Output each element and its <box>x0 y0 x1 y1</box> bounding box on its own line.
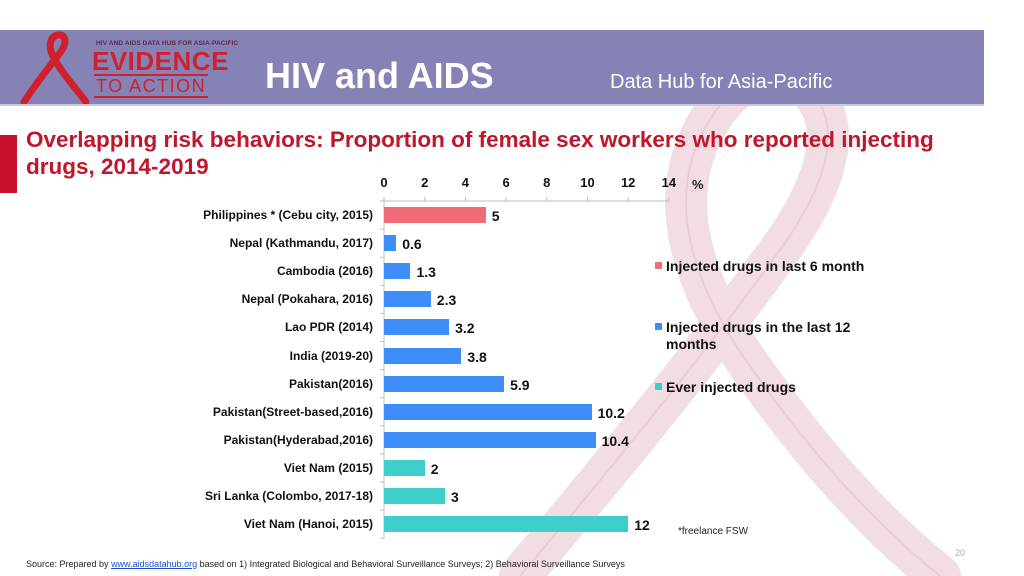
x-tick-label: 6 <box>502 175 510 190</box>
legend-item: Ever injected drugs <box>655 379 896 396</box>
evidence-to-action-logo: HIV AND AIDS DATA HUB FOR ASIA-PACIFIC E… <box>18 30 242 104</box>
bar-value-label: 0.6 <box>402 236 422 253</box>
chart-title: Overlapping risk behaviors: Proportion o… <box>26 127 934 179</box>
bar <box>384 207 486 224</box>
bar-value-label: 12 <box>634 517 650 534</box>
category-label: Viet Nam (Hanoi, 2015) <box>243 517 373 532</box>
red-ribbon-icon <box>20 31 90 104</box>
bar <box>384 403 592 420</box>
bar-value-label: 10.2 <box>597 404 625 421</box>
legend-swatch <box>655 383 662 390</box>
bar-value-label: 3.2 <box>455 320 475 337</box>
source-prefix: Source: Prepared by <box>26 559 112 569</box>
x-tick-label: 14 <box>661 175 677 190</box>
footnote: *freelance FSW <box>678 526 749 537</box>
header-bar <box>0 30 984 104</box>
category-label: Lao PDR (2014) <box>284 320 373 335</box>
source-link[interactable]: www.aidsdatahub.org <box>111 559 198 569</box>
category-label: Nepal (Kathmandu, 2017) <box>229 236 373 251</box>
legend-label: Ever injected drugs <box>666 379 796 395</box>
bar-value-label: 5 <box>491 208 500 225</box>
legend-swatch <box>655 323 662 330</box>
x-tick-label: 2 <box>421 175 429 190</box>
x-tick-label: 4 <box>461 175 470 190</box>
x-tick-label: 0 <box>380 175 388 190</box>
page-number: 20 <box>955 548 966 558</box>
x-tick-label: 12 <box>620 175 636 190</box>
logo-to-action-text: TO ACTION <box>94 74 209 98</box>
x-tick-label: 10 <box>580 175 595 190</box>
title-accent-bar <box>0 135 17 193</box>
category-label: India (2019-20) <box>289 348 373 363</box>
header-divider <box>0 104 984 106</box>
source-suffix: based on 1) Integrated Biological and Be… <box>197 559 625 569</box>
category-label: Pakistan(Hyderabad,2016) <box>223 432 373 447</box>
bar-value-label: 1.3 <box>416 264 436 281</box>
category-label: Sri Lanka (Colombo, 2017-18) <box>204 489 373 504</box>
bar <box>384 263 411 280</box>
bar <box>384 459 425 476</box>
bar-value-label: 3 <box>451 489 459 506</box>
x-tick-label: 8 <box>543 175 551 190</box>
bar-value-label: 5.9 <box>510 376 530 393</box>
category-label: Cambodia (2016) <box>276 264 373 279</box>
legend-label: Injected drugs in the last 12 months <box>666 319 851 352</box>
legend-swatch <box>655 262 662 269</box>
category-label: Nepal (Pokahara, 2016) <box>241 292 373 307</box>
bar-value-label: 2.3 <box>436 292 457 309</box>
bar <box>384 235 397 252</box>
bar <box>384 319 450 336</box>
bar-value-label: 2 <box>430 460 439 477</box>
bar <box>384 488 446 505</box>
legend-item: Injected drugs in last 6 month <box>655 258 896 275</box>
logo-top-text: HIV AND AIDS DATA HUB FOR ASIA-PACIFIC <box>96 40 239 47</box>
bar <box>384 347 462 364</box>
logo-evidence-text: EVIDENCE <box>92 46 229 76</box>
x-axis-unit: % <box>692 177 704 192</box>
legend-label: Injected drugs in last 6 month <box>666 258 865 274</box>
legend-item: Injected drugs in the last 12 months <box>655 319 896 353</box>
brand-title: HIV and AIDS <box>265 55 494 96</box>
bar-value-label: 3.8 <box>467 348 487 365</box>
category-label: Pakistan(Street-based,2016) <box>212 404 373 419</box>
category-label: Philippines * (Cebu city, 2015) <box>203 208 373 223</box>
bar <box>384 431 596 448</box>
bar <box>384 375 505 392</box>
category-label: Viet Nam (2015) <box>283 460 373 475</box>
brand-subtitle: Data Hub for Asia-Pacific <box>610 71 833 93</box>
bar <box>384 516 629 533</box>
category-label: Pakistan(2016) <box>288 376 373 391</box>
bar-value-label: 10.4 <box>601 432 629 449</box>
source-note: Source: Prepared by www.aidsdatahub.org … <box>26 559 625 569</box>
bar <box>384 291 431 308</box>
